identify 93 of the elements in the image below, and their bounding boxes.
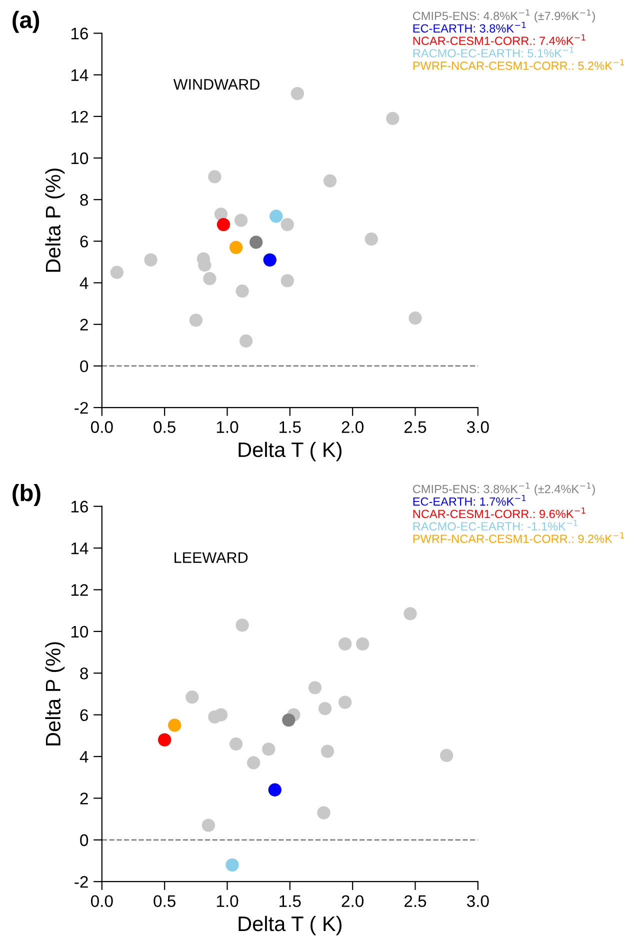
x-tick-label: 2.0	[342, 895, 364, 908]
point	[320, 744, 334, 758]
text: CMIP5-ENS: 3.8%K$^{−1}$ (±2.4%K$^{−1}$)	[412, 482, 595, 496]
x-tick-label: 1.0	[216, 421, 238, 433]
annotation: LEEWARD	[174, 552, 248, 563]
point	[110, 266, 124, 279]
chart-title: (b)	[12, 484, 40, 506]
point	[282, 713, 296, 727]
y-tick-label: 10	[71, 152, 88, 164]
point	[239, 334, 253, 348]
point	[236, 618, 249, 632]
y-axis-title: Delta P (%)	[45, 642, 65, 746]
point	[338, 696, 352, 709]
point	[216, 218, 230, 232]
text: RACMO-EC-EARTH: 5.1%K$^{−1}$	[413, 46, 574, 58]
text: NCAR-CESM1-CORR.: 7.4%K$^{−1}$	[413, 34, 586, 46]
x-axis-title: Delta T ( K)	[238, 916, 342, 936]
point	[234, 214, 248, 227]
text: EC-EARTH: 3.8%K$^{−1}$	[413, 22, 526, 33]
y-tick-label: 4	[80, 277, 88, 289]
x-tick-label: 1.5	[280, 895, 301, 908]
point	[186, 690, 199, 704]
point	[317, 806, 330, 820]
point	[203, 272, 216, 286]
x-axis-title: Delta T ( K)	[238, 442, 342, 462]
x-tick-label: 3.0	[466, 895, 489, 908]
point	[249, 236, 263, 249]
y-tick-label: 2	[80, 318, 88, 330]
point	[189, 314, 202, 327]
y-tick-label: 2	[80, 792, 88, 804]
point	[308, 681, 322, 694]
point	[236, 284, 249, 298]
y-tick-label: -2	[74, 876, 88, 888]
point	[290, 86, 304, 100]
y-tick-label: 4	[80, 751, 88, 763]
point	[280, 218, 294, 232]
y-tick-label: 14	[71, 69, 88, 81]
point	[323, 174, 337, 188]
y-tick-label: 6	[80, 709, 88, 722]
y-tick-label: 16	[71, 500, 88, 513]
text: CMIP5-ENS: 4.8%K$^{−1}$ (±7.9%K$^{−1}$)	[412, 9, 595, 22]
point	[202, 818, 216, 832]
point	[440, 748, 454, 762]
point	[246, 756, 260, 770]
text: PWRF-NCAR-CESM1-CORR.: 5.2%K$^{−1}$	[413, 59, 624, 70]
point	[338, 637, 352, 651]
point	[168, 718, 182, 732]
point	[404, 607, 417, 620]
point	[214, 708, 228, 722]
x-tick-label: 1.5	[280, 421, 301, 433]
y-tick-label: 12	[71, 110, 88, 122]
y-tick-label: 0	[80, 360, 88, 372]
y-tick-label: 8	[80, 668, 88, 680]
point	[364, 232, 378, 246]
y-tick-label: 12	[71, 584, 88, 596]
y-tick-label: 14	[71, 542, 88, 554]
y-tick-label: 16	[71, 28, 88, 40]
point	[408, 312, 422, 325]
x-tick-label: 2.0	[342, 421, 364, 433]
x-tick-label: 0.0	[90, 895, 113, 908]
text: RACMO-EC-EARTH: -1.1%K$^{−1}$	[413, 520, 578, 531]
annotation: WINDWARD	[173, 79, 260, 90]
point	[270, 210, 283, 223]
x-tick-label: 1.0	[216, 895, 238, 908]
point	[229, 240, 243, 254]
y-tick-label: 0	[80, 834, 88, 846]
point	[268, 783, 282, 796]
point	[158, 733, 172, 746]
chart-title: (a)	[12, 10, 40, 33]
x-tick-label: 2.5	[404, 895, 426, 908]
y-tick-label: 6	[80, 236, 88, 248]
x-tick-label: 0.5	[154, 895, 176, 908]
text: PWRF-NCAR-CESM1-CORR.: 9.2%K$^{−1}$	[413, 532, 624, 543]
y-tick-label: 10	[71, 626, 88, 638]
point	[263, 253, 276, 266]
point	[229, 737, 243, 751]
y-tick-label: 8	[80, 194, 88, 206]
x-tick-label: 0.0	[90, 421, 113, 433]
x-tick-label: 0.5	[154, 421, 176, 433]
point	[208, 170, 222, 184]
x-tick-label: 2.5	[404, 421, 426, 433]
text: NCAR-CESM1-CORR.: 9.6%K$^{−1}$	[413, 507, 586, 518]
point	[144, 253, 158, 266]
y-axis-title: Delta P (%)	[45, 168, 65, 272]
point	[356, 637, 370, 651]
y-tick-label: -2	[74, 402, 88, 414]
point	[262, 742, 276, 756]
point	[280, 274, 294, 288]
text: EC-EARTH: 1.7%K$^{−1}$	[413, 495, 526, 506]
x-tick-label: 3.0	[466, 421, 489, 433]
point	[386, 112, 400, 126]
point	[226, 858, 239, 872]
point	[318, 702, 332, 716]
